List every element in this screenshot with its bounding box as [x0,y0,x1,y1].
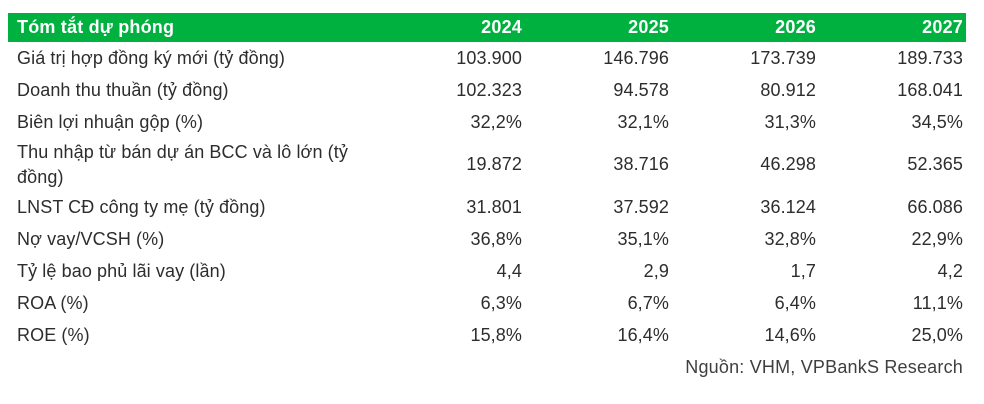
row-label: Biên lợi nhuận gộp (%) [17,111,204,132]
cell-value: 36.124 [760,197,816,218]
cell-value: 4,2 [937,261,963,282]
table-row: Biên lợi nhuận gộp (%) 32,2% 32,1% 31,3% 34,… [8,106,966,138]
cell-value: 6,4% [774,293,816,314]
cell-value: 80.912 [760,79,816,100]
table-row: Doanh thu thuần (tỷ đồng) 102.323 94.578 80… [8,74,966,106]
cell-value: 46.298 [760,154,816,175]
cell-value: 25,0% [911,325,963,346]
cell-value: 16,4% [617,325,669,346]
table-body: Giá trị hợp đồng ký mới (tỷ đồng) 103.900… [8,42,966,352]
year-header: 2026 [775,17,816,37]
table-header-row: Tóm tắt dự phóng 2024 2025 2026 2027 [8,13,966,42]
cell-value: 2,9 [643,261,669,282]
table-row: Nợ vay/VCSH (%) 36,8% 35,1% 32,8% 22,9% [8,224,966,256]
cell-value: 6,7% [627,293,669,314]
cell-value: 94.578 [613,79,669,100]
table-row: ROA (%) 6,3% 6,7% 6,4% 11,1% [8,288,966,320]
source-note: Nguồn: VHM, VPBankS Research [685,356,963,377]
row-label: Giá trị hợp đồng ký mới (tỷ đồng) [17,47,286,68]
cell-value: 38.716 [613,154,669,175]
row-label: Tỷ lệ bao phủ lãi vay (lần) [17,261,226,282]
cell-value: 1,7 [790,261,816,282]
row-label: Nợ vay/VCSH (%) [17,229,165,250]
cell-value: 31.801 [466,197,522,218]
table-row: ROE (%) 15,8% 16,4% 14,6% 25,0% [8,320,966,352]
cell-value: 32,8% [764,229,816,250]
cell-value: 34,5% [911,111,963,132]
cell-value: 103.900 [456,47,522,68]
forecast-table: Tóm tắt dự phóng 2024 2025 2026 2027 Giá tr… [8,13,966,378]
table-row: Thu nhập từ bán dự án BCC và lô lớn (tỷ … [8,138,966,192]
row-label: Thu nhập từ bán dự án BCC và lô lớn (tỷ … [17,142,348,187]
cell-value: 168.041 [897,79,963,100]
table-title: Tóm tắt dự phóng [17,17,175,37]
row-label: ROE (%) [17,325,90,346]
cell-value: 66.086 [907,197,963,218]
cell-value: 31,3% [764,111,816,132]
cell-value: 6,3% [480,293,522,314]
row-label: LNST CĐ công ty mẹ (tỷ đồng) [17,197,266,218]
cell-value: 4,4 [496,261,522,282]
cell-value: 102.323 [456,79,522,100]
cell-value: 36,8% [470,229,522,250]
year-header: 2027 [922,17,963,37]
cell-value: 52.365 [907,154,963,175]
cell-value: 173.739 [750,47,816,68]
cell-value: 32,2% [470,111,522,132]
table-row: LNST CĐ công ty mẹ (tỷ đồng) 31.801 37.592… [8,192,966,224]
table-row: Tỷ lệ bao phủ lãi vay (lần) 4,4 2,9 1,7 4,2 [8,256,966,288]
year-header: 2025 [628,17,669,37]
row-label: Doanh thu thuần (tỷ đồng) [17,79,229,100]
cell-value: 37.592 [613,197,669,218]
cell-value: 19.872 [466,154,522,175]
year-header: 2024 [481,17,522,37]
cell-value: 15,8% [470,325,522,346]
cell-value: 22,9% [911,229,963,250]
table-row: Giá trị hợp đồng ký mới (tỷ đồng) 103.900… [8,42,966,74]
cell-value: 11,1% [912,293,963,314]
cell-value: 35,1% [617,229,669,250]
cell-value: 32,1% [617,111,669,132]
row-label: ROA (%) [17,293,89,314]
cell-value: 146.796 [603,47,669,68]
cell-value: 189.733 [897,47,963,68]
cell-value: 14,6% [764,325,816,346]
